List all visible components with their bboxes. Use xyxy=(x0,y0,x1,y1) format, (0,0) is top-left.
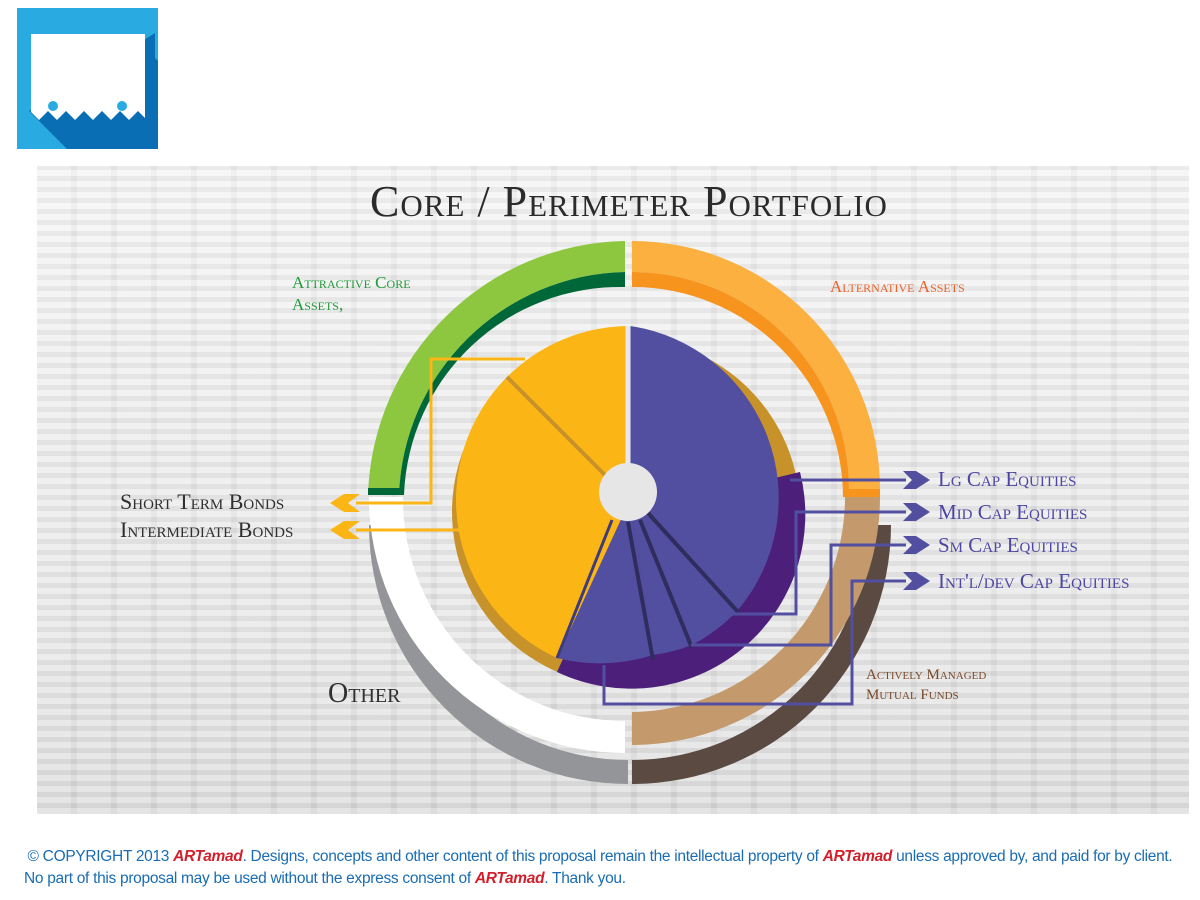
ring-gray-shadow xyxy=(369,525,628,784)
brand-name: ARTamad xyxy=(474,870,545,887)
pie-center-hole xyxy=(599,463,657,521)
ring-segment-attractive-core xyxy=(368,241,625,495)
ticket-monster-logo-icon xyxy=(17,8,158,149)
footer-text: . Designs, concepts and other content of… xyxy=(242,848,823,865)
copyright-footer: © COPYRIGHT 2013 ARTamad. Designs, conce… xyxy=(0,846,1200,890)
footer-text: . Thank you. xyxy=(544,870,626,887)
arrow-right-icon xyxy=(903,536,930,554)
label-actively-managed: Actively Managed Mutual Funds xyxy=(866,665,986,705)
ring-segment-other xyxy=(369,497,625,753)
footer-line-1: © COPYRIGHT 2013 ARTamad. Designs, conce… xyxy=(0,846,1200,868)
ring-brown-shadow xyxy=(632,525,891,784)
label-line: Mutual Funds xyxy=(866,687,959,703)
footer-text: unless approved by, and paid for by clie… xyxy=(892,848,1173,865)
label-short-term-bonds: Short Term Bonds xyxy=(120,489,285,514)
arrow-left-icon xyxy=(330,494,360,512)
left-connectors xyxy=(356,357,525,532)
pie-slice-short-term-bonds xyxy=(507,326,630,500)
ring-segment-attractive-core-dark xyxy=(368,272,625,495)
inner-pie xyxy=(452,326,806,689)
label-intermediate-bonds: Intermediate Bonds xyxy=(120,517,294,542)
label-line: Actively Managed xyxy=(866,667,987,683)
pie-slice-intl-cap xyxy=(557,500,653,664)
right-connectors xyxy=(602,478,906,706)
footer-line-2: No part of this proposal may be used wit… xyxy=(0,868,1200,890)
label-intl-cap-equities: Int'l/dev Cap Equities xyxy=(938,569,1130,593)
footer-text: © COPYRIGHT 2013 xyxy=(27,848,174,865)
label-line: Attractive Core xyxy=(292,273,411,292)
arrow-left-icon xyxy=(330,521,360,539)
pie-slice-mid-cap xyxy=(630,500,738,645)
brand-name: ARTamad xyxy=(822,848,893,865)
outer-ring xyxy=(368,241,891,784)
label-attractive-core-assets: Attractive Core Assets, xyxy=(292,272,411,316)
label-mid-cap-equities: Mid Cap Equities xyxy=(938,500,1088,524)
diagram-title: Core / Perimeter Portfolio xyxy=(370,177,888,226)
label-sm-cap-equities: Sm Cap Equities xyxy=(938,533,1078,557)
pie-slice-lg-cap xyxy=(630,326,779,610)
label-other: Other xyxy=(328,678,401,709)
arrow-right-icon xyxy=(903,572,930,590)
brand-name: ARTamad xyxy=(173,848,243,865)
arrow-right-icon xyxy=(903,471,930,489)
label-alternative-assets: Alternative Assets xyxy=(830,277,965,296)
ring-segment-alternative-assets xyxy=(632,241,880,489)
label-lg-cap-equities: Lg Cap Equities xyxy=(938,467,1077,491)
footer-text: No part of this proposal may be used wit… xyxy=(24,870,475,887)
label-line: Assets, xyxy=(292,295,344,314)
arrow-right-icon xyxy=(903,503,930,521)
